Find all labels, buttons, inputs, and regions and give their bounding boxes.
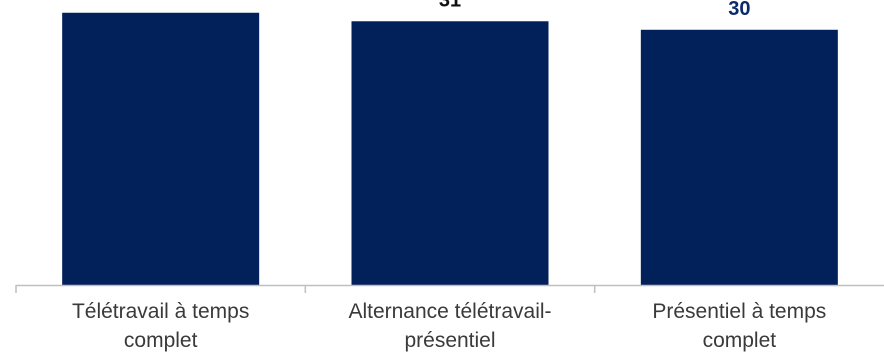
category-tick-label: complet <box>703 329 777 352</box>
value-labels-group: 32 31 30 <box>150 0 751 20</box>
category-tick-label: Présentiel à temps <box>652 300 826 323</box>
category-tick-label: Alternance télétravail- <box>348 300 551 323</box>
bars-group <box>62 12 838 286</box>
category-tick-label: complet <box>124 329 198 352</box>
data-label: 30 <box>728 0 750 20</box>
bar <box>62 12 260 285</box>
bar <box>351 21 549 286</box>
category-tick-label: Télétravail à temps <box>72 300 249 323</box>
bar <box>640 29 838 285</box>
category-tick-label: présentiel <box>404 329 495 352</box>
category-labels-group: Télétravail à temps complet Alternance tél… <box>72 300 826 352</box>
data-label: 31 <box>439 0 461 11</box>
x-axis <box>15 284 884 293</box>
data-label: 32 <box>150 0 172 3</box>
